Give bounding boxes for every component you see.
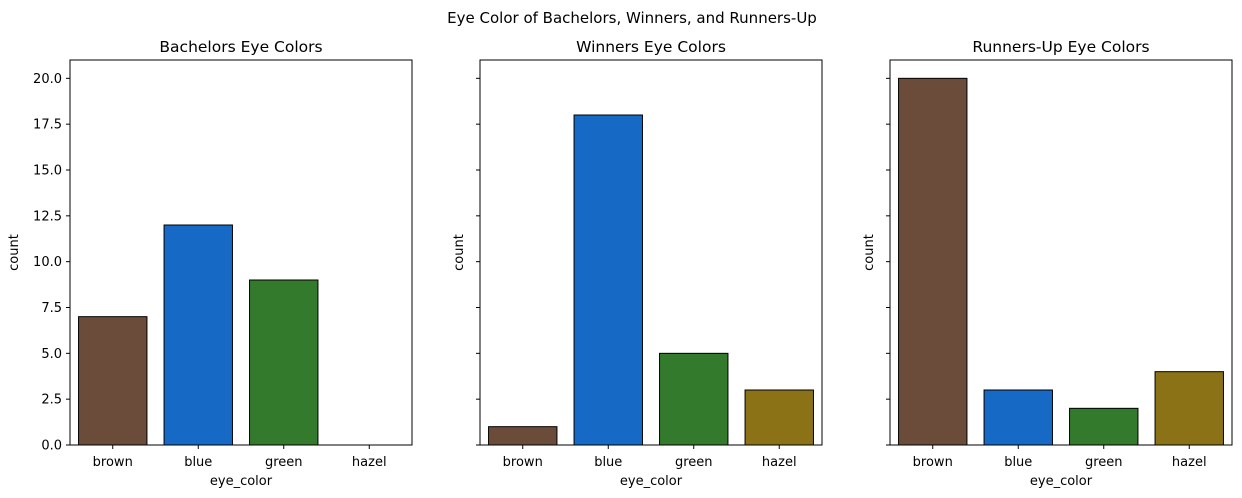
x-tick-label: blue (184, 455, 212, 470)
y-tick-label: 2.5 (41, 393, 62, 408)
bar-blue (573, 114, 643, 446)
bar-hazel (1154, 371, 1224, 446)
x-axis-label: eye_color (210, 474, 273, 489)
x-tick-label: green (1085, 455, 1123, 470)
bar-green (249, 279, 319, 446)
x-tick-label: hazel (762, 455, 797, 470)
y-axis-label: count (7, 234, 22, 271)
x-axis-label: eye_color (1030, 474, 1093, 489)
x-tick-label: hazel (1172, 455, 1207, 470)
y-tick-label: 12.5 (33, 209, 62, 224)
bar-hazel (744, 389, 814, 446)
x-axis-label: eye_color (620, 474, 683, 489)
y-tick-label: 20.0 (33, 72, 62, 87)
x-tick-label: brown (503, 455, 543, 470)
subplot-title: Bachelors Eye Colors (159, 38, 322, 56)
axes-frame (69, 59, 413, 446)
y-tick-label: 7.5 (41, 301, 62, 316)
bar-green (659, 352, 729, 446)
x-tick-label: hazel (352, 455, 387, 470)
subplots: brown blue green hazel 0.0 2.5 5.0 7.5 10.0 12.5 1… (7, 38, 1233, 489)
subplot-title: Winners Eye Colors (576, 38, 726, 56)
subplot-3: brown blue green hazel Runners-Up Eye Colors… (862, 38, 1233, 489)
x-tick-label: green (675, 455, 713, 470)
subplot-2: brown blue green hazel Winners Eye Colors eye… (452, 38, 823, 489)
bar-brown (488, 426, 558, 446)
bar-brown (78, 316, 148, 446)
x-tick-label: brown (913, 455, 953, 470)
axes-frame (889, 59, 1233, 446)
y-tick-label: 15.0 (33, 164, 62, 179)
y-axis-label: count (862, 234, 877, 271)
y-tick-label: 10.0 (33, 255, 62, 270)
figure-suptitle: Eye Color of Bachelors, Winners, and Run… (447, 9, 817, 27)
bar-blue (163, 224, 233, 446)
subplot-1: brown blue green hazel 0.0 2.5 5.0 7.5 10.0 12.5 1… (7, 38, 413, 489)
y-tick-label: 17.5 (33, 118, 62, 133)
y-axis-label: count (452, 234, 467, 271)
subplot-title: Runners-Up Eye Colors (972, 38, 1149, 56)
bar-blue (983, 389, 1053, 446)
bar-brown (898, 77, 968, 446)
axes-frame (479, 59, 823, 446)
bar-green (1069, 407, 1139, 446)
x-tick-label: green (265, 455, 303, 470)
y-tick-label: 0.0 (41, 439, 62, 454)
x-tick-label: blue (594, 455, 622, 470)
y-tick-label: 5.0 (41, 347, 62, 362)
x-tick-label: brown (93, 455, 133, 470)
x-tick-label: blue (1004, 455, 1032, 470)
